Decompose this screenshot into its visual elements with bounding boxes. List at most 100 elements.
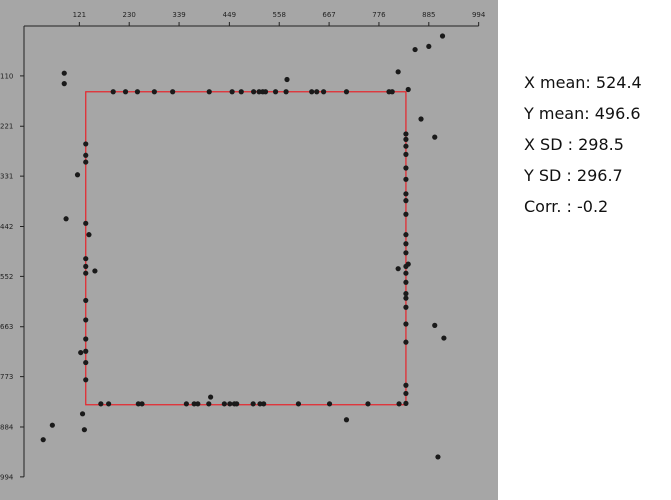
data-point [98, 401, 104, 407]
data-point [395, 69, 401, 75]
data-point [83, 256, 89, 262]
data-point [403, 250, 409, 256]
y-tick-label: 221 [0, 123, 13, 131]
data-point [403, 304, 409, 310]
data-point [63, 216, 69, 222]
data-point [61, 70, 67, 76]
data-point [92, 268, 98, 274]
y-tick-label: 110 [0, 72, 13, 80]
data-point [40, 437, 46, 443]
x-tick-label: 994 [472, 11, 486, 19]
data-point [405, 86, 411, 93]
data-point [206, 89, 212, 95]
data-point [81, 427, 87, 433]
data-point [403, 339, 409, 345]
data-point [389, 89, 395, 95]
stat-x-sd: X SD : 298.5 [524, 135, 624, 154]
data-point [365, 401, 371, 407]
stats-panel: X mean: 524.4 Y mean: 496.6 X SD : 298.5… [524, 72, 642, 227]
y-tick-label: 331 [0, 173, 13, 181]
data-point [251, 89, 257, 95]
data-point [134, 89, 141, 95]
stat-y-mean: Y mean: 496.6 [524, 104, 641, 123]
bounding-rectangle-layer [85, 91, 407, 406]
data-point [403, 198, 409, 204]
data-point [295, 401, 302, 407]
data-point [396, 401, 402, 407]
data-point [403, 390, 409, 397]
data-point [403, 143, 409, 149]
data-point [441, 335, 447, 341]
data-point [403, 165, 409, 171]
data-point [83, 152, 89, 158]
data-point [83, 141, 89, 147]
y-tick-label: 552 [0, 273, 13, 281]
data-point [151, 89, 157, 95]
data-point [78, 349, 84, 356]
tick-marks: 121 230 339 449 558 667 776 885 994 110 221 331 442 5… [0, 11, 486, 481]
bounding-rectangle [85, 91, 407, 406]
data-point [83, 336, 89, 342]
y-tick-label: 773 [0, 373, 13, 381]
data-point [229, 89, 235, 95]
data-point [257, 401, 263, 407]
data-point [403, 131, 409, 137]
y-tick-label: 994 [0, 473, 14, 481]
data-point [227, 401, 233, 407]
data-point [83, 297, 89, 304]
data-point [49, 422, 55, 428]
data-point [403, 270, 409, 276]
data-point [403, 241, 409, 247]
data-point [79, 411, 86, 417]
x-tick-label: 449 [223, 11, 236, 19]
data-point [403, 295, 409, 301]
data-point [170, 89, 176, 95]
x-tick-label: 667 [322, 11, 335, 19]
data-point [403, 400, 409, 406]
data-point [432, 134, 438, 140]
data-point [238, 89, 244, 95]
data-point [191, 401, 197, 407]
data-point [261, 401, 267, 407]
data-point [343, 417, 350, 423]
data-point [110, 89, 116, 95]
data-point [83, 359, 89, 366]
data-point [83, 317, 89, 323]
data-point [326, 401, 333, 407]
data-point [206, 401, 212, 407]
axes [23, 25, 479, 477]
data-point [256, 89, 262, 95]
x-tick-label: 230 [123, 11, 136, 19]
data-point [403, 151, 409, 157]
data-point [61, 81, 67, 87]
y-tick-label: 442 [0, 223, 13, 231]
x-tick-label: 339 [172, 11, 185, 19]
data-point [432, 322, 438, 328]
data-point [83, 377, 89, 383]
data-point [208, 394, 214, 400]
data-point [435, 454, 441, 460]
data-point [343, 89, 350, 95]
data-point [403, 211, 409, 217]
y-tick-label: 884 [0, 423, 14, 431]
data-point [403, 291, 409, 297]
data-point [403, 176, 409, 182]
data-point [83, 263, 89, 270]
x-tick-label: 885 [422, 11, 435, 19]
data-point [83, 159, 89, 165]
data-point [284, 76, 290, 83]
data-point [135, 401, 141, 407]
data-points [40, 33, 447, 460]
data-point [183, 401, 189, 407]
data-point [272, 89, 279, 95]
data-point [403, 136, 409, 142]
data-point [234, 401, 240, 407]
data-point [106, 401, 112, 407]
data-point [405, 261, 411, 267]
data-point [403, 279, 409, 285]
data-point [83, 348, 89, 354]
stat-x-mean: X mean: 524.4 [524, 73, 642, 92]
data-point [195, 401, 201, 407]
y-tick-label: 663 [0, 323, 13, 331]
data-point [426, 43, 432, 50]
